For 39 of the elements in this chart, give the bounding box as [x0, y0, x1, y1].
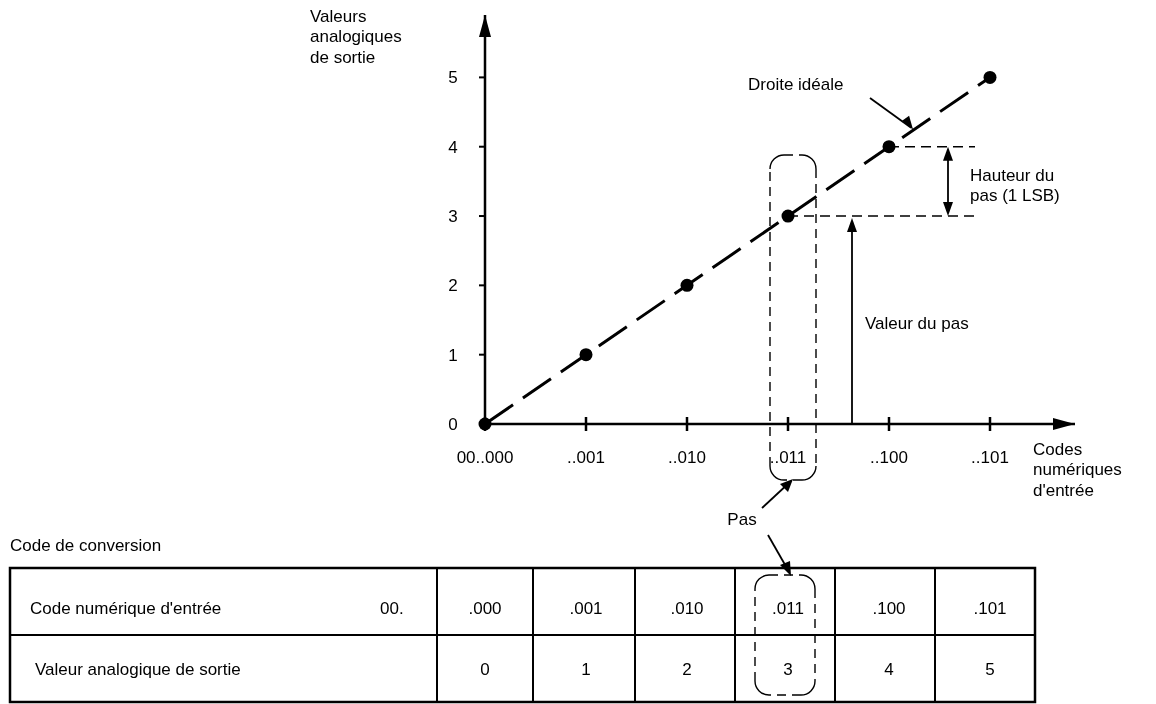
y-tick-label: 4 [448, 137, 458, 157]
y-tick-label: 5 [448, 68, 458, 88]
y-tick-label: 2 [448, 276, 458, 296]
data-label: 2 [682, 660, 692, 679]
x-tick-label: ..011 [769, 448, 807, 467]
x-tick-label: ..100 [870, 448, 908, 467]
y-tick-label: 1 [448, 345, 458, 365]
text: Code de conversion [10, 536, 162, 555]
text: .000 [468, 599, 502, 618]
annotation: Droite idéale [748, 75, 844, 94]
data-label: 5 [985, 660, 995, 679]
text: Pas [727, 510, 757, 529]
data-label: 1 [581, 660, 591, 679]
y-axis-title: Valeurs analogiques de sortie [310, 7, 402, 67]
x-tick-label: ..001 [567, 448, 605, 467]
data-label: 3 [783, 660, 793, 679]
point [579, 348, 593, 362]
text: .011 [772, 599, 804, 618]
text: .001 [569, 599, 603, 618]
y-tick-label: 3 [448, 207, 458, 227]
annotation: Hauteur du pas (1 LSB) [970, 166, 1060, 206]
annotation: Valeur du pas [865, 314, 969, 333]
x-axis-title: Codes numériques d'entrée [1033, 440, 1122, 500]
data-label: 4 [884, 660, 894, 679]
text: .100 [872, 599, 906, 618]
point [882, 140, 896, 154]
point [983, 70, 997, 84]
point [478, 417, 492, 431]
x-tick-label: ..010 [668, 448, 706, 467]
text: Code numérique d'entrée [30, 599, 222, 618]
data-label: 0 [480, 660, 490, 679]
x-tick-label: ..101 [971, 448, 1009, 467]
text: Valeur analogique de sortie [35, 660, 241, 679]
x-tick-label: 00..000 [456, 448, 514, 467]
text: .101 [973, 599, 1007, 618]
text: .010 [670, 599, 704, 618]
y-tick-label: 0 [448, 415, 458, 434]
point [680, 278, 694, 292]
text: 00. [380, 599, 404, 618]
